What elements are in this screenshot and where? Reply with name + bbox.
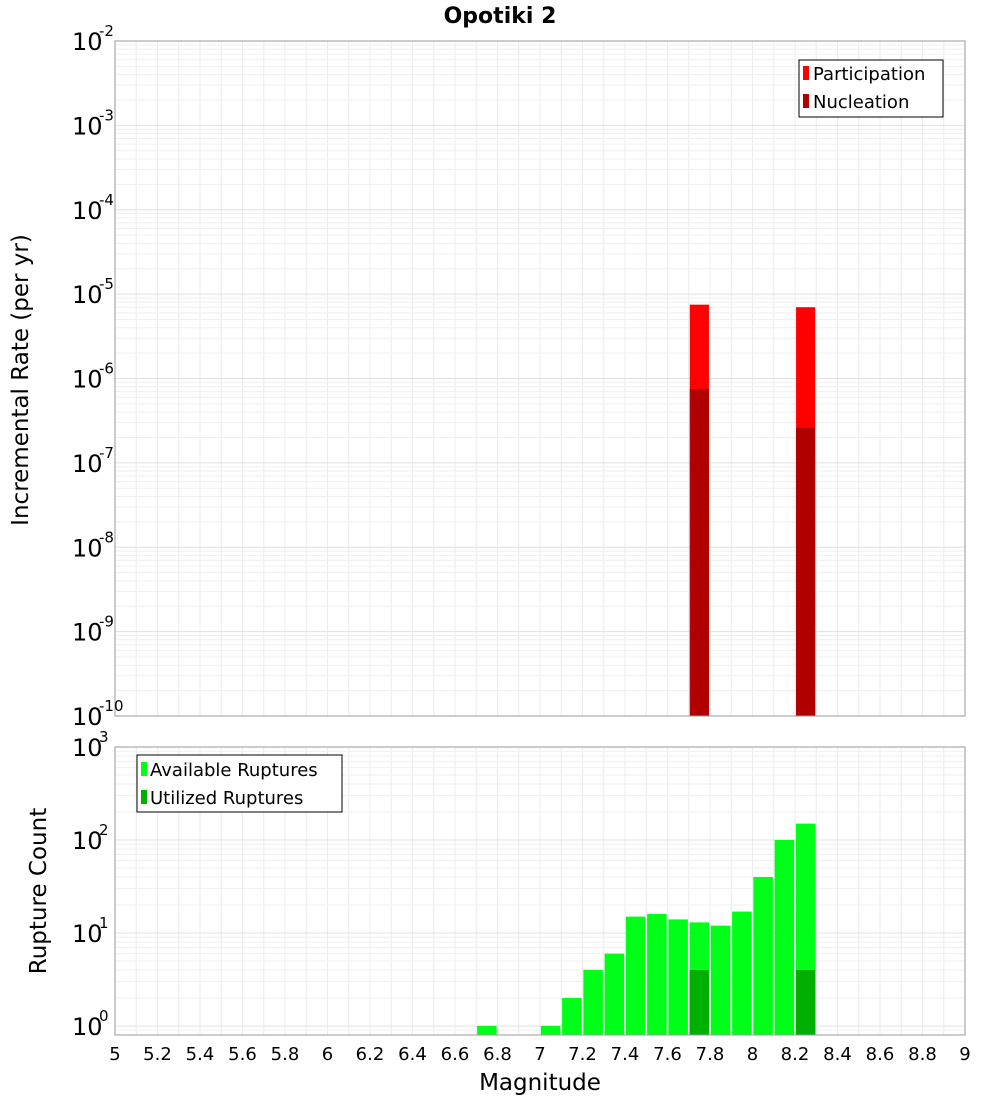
- y-tick-exponent: -8: [99, 528, 114, 546]
- y-tick-label: 10: [72, 112, 103, 140]
- bar-available-ruptures-7.95: [732, 911, 752, 1035]
- bottom-panel-frame: [114, 746, 966, 1036]
- y-tick-label: 10: [72, 734, 103, 762]
- legend-label-nucleation: Nucleation: [813, 92, 909, 113]
- bar-available-ruptures-7.45: [625, 916, 646, 1035]
- y-tick-exponent: -3: [99, 106, 114, 124]
- bar-available-ruptures-7.85: [710, 925, 731, 1035]
- bar-nucleation-7.75: [689, 389, 709, 716]
- y-tick-exponent: 3: [99, 728, 109, 746]
- y-tick-label: 10: [72, 1013, 103, 1041]
- x-tick-label: 7.4: [611, 1044, 640, 1065]
- legend-swatch-utilized: [141, 790, 147, 804]
- y-tick-label: 10: [72, 534, 103, 562]
- x-tick-label: 7.8: [696, 1044, 725, 1065]
- y-tick-label: 10: [72, 281, 103, 309]
- x-tick-label: 6.8: [483, 1044, 512, 1065]
- y-tick-label: 10: [72, 450, 103, 478]
- y-tick-exponent: -2: [99, 22, 114, 40]
- x-axis-ticks: 5 5.2 5.4 5.6 5.8 6 6.2 6.4 6.6 6.8 7 7.2 7.4 7.6 7.8 8…: [109, 1044, 970, 1065]
- x-tick-label: 7.6: [653, 1044, 682, 1065]
- bar-available-ruptures-6.75: [477, 1025, 497, 1035]
- top-legend-box: [798, 59, 944, 118]
- x-tick-label: 5.6: [228, 1044, 257, 1065]
- x-tick-label: 5.4: [186, 1044, 215, 1065]
- bar-available-ruptures-7.05: [540, 1025, 561, 1035]
- top-panel-grid: [115, 41, 966, 716]
- x-tick-label: 5.2: [143, 1044, 172, 1065]
- bar-available-ruptures-8.15: [774, 839, 795, 1035]
- legend-label-utilized: Utilized Ruptures: [150, 788, 303, 809]
- bottom-panel-legend: Available Ruptures Utilized Ruptures: [136, 754, 343, 813]
- bottom-legend-box: [136, 754, 343, 813]
- x-tick-label: 6.4: [398, 1044, 427, 1065]
- x-tick-label: 6: [322, 1044, 333, 1065]
- bar-available-ruptures-7.35: [604, 953, 625, 1035]
- y-tick-exponent: -10: [99, 697, 124, 715]
- x-tick-label: 8: [747, 1044, 758, 1065]
- y-tick-exponent: -9: [99, 613, 114, 631]
- x-tick-label: 5.8: [271, 1044, 300, 1065]
- chart-title: Opotiki 2: [444, 4, 557, 29]
- bar-available-ruptures-7.65: [668, 919, 688, 1035]
- x-tick-label: 8.8: [908, 1044, 937, 1065]
- y-tick-exponent: -4: [99, 191, 114, 209]
- y-tick-label: 10: [72, 366, 103, 394]
- legend-label-available: Available Ruptures: [150, 760, 318, 781]
- y-tick-label: 10: [72, 619, 103, 647]
- x-tick-label: 8.6: [866, 1044, 895, 1065]
- x-tick-label: 9: [959, 1044, 970, 1065]
- legend-swatch-participation: [803, 66, 809, 80]
- top-panel-legend: Participation Nucleation: [798, 59, 944, 118]
- bar-available-ruptures-8.05: [753, 877, 773, 1035]
- y-tick-label: 10: [72, 703, 103, 731]
- x-tick-label: 8.4: [823, 1044, 852, 1065]
- y-tick-exponent: -6: [99, 360, 114, 378]
- top-panel-frame: [114, 40, 966, 717]
- y-tick-exponent: 2: [99, 821, 109, 839]
- legend-swatch-nucleation: [803, 94, 809, 108]
- y-tick-exponent: -5: [99, 275, 114, 293]
- x-axis-label: Magnitude: [479, 1070, 601, 1096]
- y-tick-label: 10: [72, 28, 103, 56]
- y-tick-label: 10: [72, 197, 103, 225]
- bottom-panel-bars: [477, 823, 816, 1035]
- x-tick-label: 7: [534, 1044, 545, 1065]
- bar-utilized-ruptures-7.75: [689, 969, 710, 1035]
- x-tick-label: 6.2: [356, 1044, 385, 1065]
- bar-available-ruptures-7.55: [647, 914, 667, 1035]
- bar-nucleation-8.25: [796, 427, 816, 716]
- x-tick-label: 5: [109, 1044, 120, 1065]
- top-y-axis-label: Incremental Rate (per yr): [8, 234, 34, 526]
- x-tick-label: 8.2: [781, 1044, 810, 1065]
- top-panel-bars: [689, 304, 816, 716]
- y-tick-label: 10: [72, 827, 103, 855]
- bar-available-ruptures-7.15: [562, 997, 582, 1035]
- y-tick-exponent: 1: [99, 914, 109, 932]
- bottom-y-axis-label: Rupture Count: [26, 808, 52, 974]
- x-tick-label: 7.2: [568, 1044, 597, 1065]
- y-tick-exponent: 0: [99, 1007, 109, 1025]
- x-tick-label: 6.6: [441, 1044, 470, 1065]
- legend-swatch-available: [141, 762, 147, 776]
- bar-utilized-ruptures-8.25: [795, 969, 816, 1035]
- legend-label-participation: Participation: [813, 64, 925, 85]
- bar-available-ruptures-7.25: [583, 969, 603, 1035]
- y-tick-label: 10: [72, 920, 103, 948]
- y-tick-exponent: -7: [99, 444, 114, 462]
